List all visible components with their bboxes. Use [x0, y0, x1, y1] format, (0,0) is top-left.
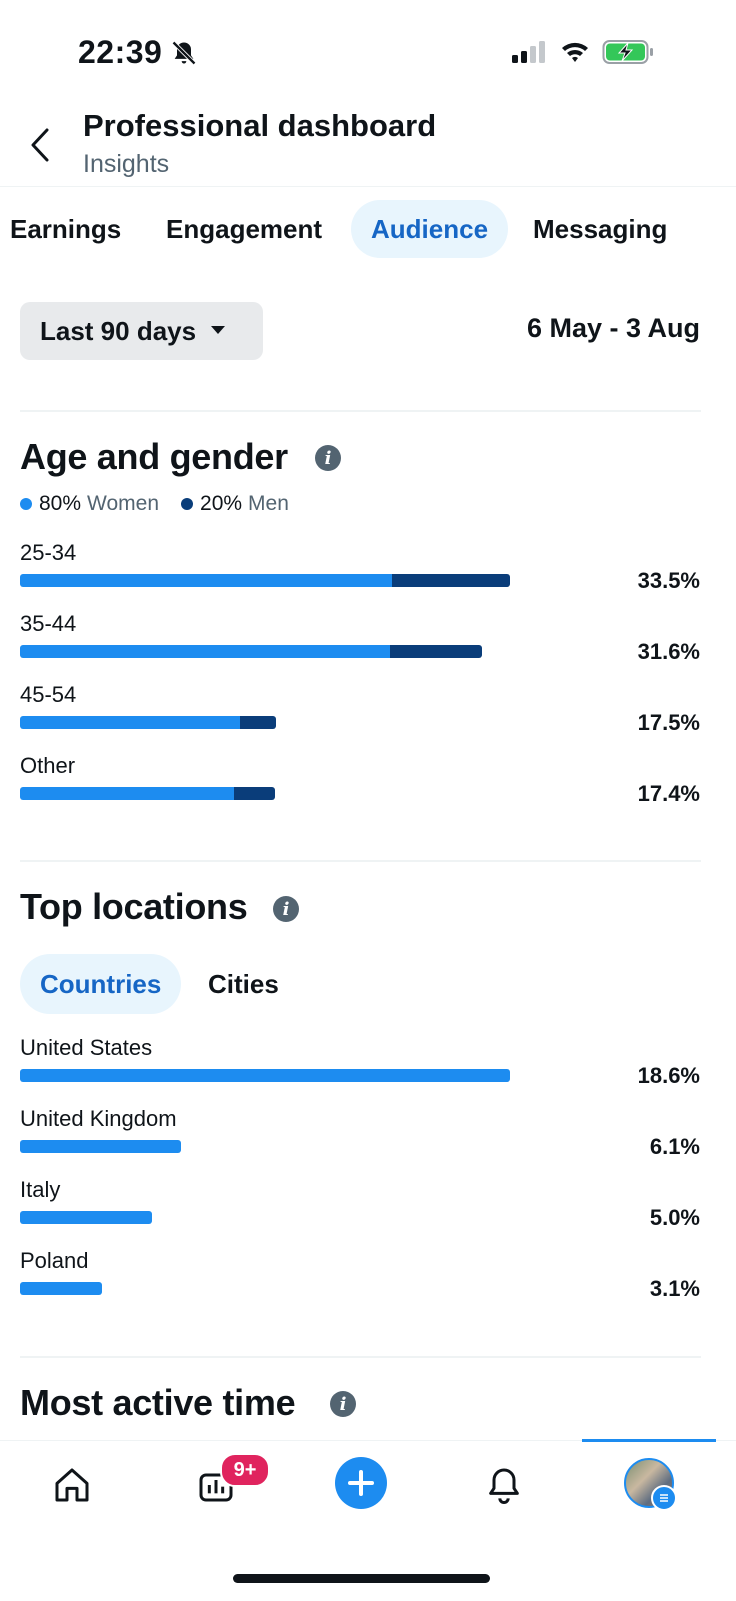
header-divider — [0, 186, 736, 187]
age-group-label: 35-44 — [20, 611, 77, 636]
section-divider — [20, 860, 701, 862]
age-group-bar — [20, 574, 510, 587]
women-legend-label: Women — [87, 492, 160, 515]
active-nav-indicator — [582, 1439, 716, 1442]
gender-legend: 80% Women 20% Men — [20, 492, 311, 516]
section-divider — [20, 1356, 701, 1358]
most-active-title: Most active time — [20, 1382, 296, 1423]
compose-button[interactable] — [335, 1457, 387, 1509]
cellular-signal-icon — [510, 40, 550, 71]
section-divider — [20, 410, 701, 412]
women-legend-dot — [20, 498, 32, 510]
back-button[interactable] — [22, 122, 58, 168]
women-bar-segment — [20, 574, 392, 587]
age-group-bar — [20, 716, 276, 729]
notification-badge: 9+ — [220, 1453, 270, 1487]
age-group-bar — [20, 645, 482, 658]
date-range-dropdown[interactable]: Last 90 days — [20, 302, 263, 360]
location-bar — [20, 1140, 181, 1153]
home-indicator — [233, 1574, 490, 1583]
wifi-icon — [560, 39, 590, 70]
tab-earnings[interactable]: Earnings — [10, 214, 122, 244]
status-time: 22:39 — [78, 34, 163, 70]
tab-countries[interactable]: Countries — [20, 954, 182, 1014]
men-bar-segment — [234, 787, 275, 800]
top-locations-title: Top locations — [20, 886, 248, 927]
tab-cities[interactable]: Cities — [208, 969, 279, 999]
age-group-label: Other — [20, 753, 76, 778]
nav-home[interactable] — [42, 1455, 102, 1515]
men-legend-label: Men — [248, 492, 289, 515]
location-label: Poland — [20, 1248, 89, 1273]
tab-audience[interactable]: Audience — [351, 200, 509, 258]
location-percent: 18.6% — [637, 1063, 700, 1088]
home-icon — [55, 1468, 89, 1502]
age-group-percent: 17.5% — [637, 710, 700, 735]
chevron-left-icon — [31, 128, 49, 162]
location-bar — [20, 1069, 510, 1082]
age-group-percent: 31.6% — [637, 639, 700, 664]
women-legend-pct: 80% — [39, 492, 82, 515]
age-group-label: 45-54 — [20, 682, 77, 707]
women-bar-segment — [20, 716, 240, 729]
age-group-bar — [20, 787, 275, 800]
age-group-label: 25-34 — [20, 540, 77, 565]
tab-messaging[interactable]: Messaging — [533, 214, 668, 244]
location-percent: 5.0% — [649, 1205, 700, 1230]
info-icon[interactable]: i — [273, 896, 299, 922]
info-icon[interactable]: i — [315, 445, 341, 471]
location-label: Italy — [20, 1177, 61, 1202]
women-bar-segment — [20, 645, 390, 658]
age-group-percent: 33.5% — [637, 568, 700, 593]
date-range-text: 6 May - 3 Aug — [526, 313, 700, 343]
age-group-percent: 17.4% — [637, 781, 700, 806]
men-bar-segment — [240, 716, 276, 729]
nav-analytics[interactable] — [186, 1455, 246, 1515]
bell-icon — [489, 1468, 519, 1504]
location-percent: 6.1% — [649, 1134, 700, 1159]
date-range-dropdown-label: Last 90 days — [40, 315, 197, 346]
menu-lines-icon — [651, 1485, 677, 1511]
location-bar — [20, 1282, 102, 1295]
caret-down-icon — [210, 322, 226, 340]
location-percent: 3.1% — [649, 1276, 700, 1301]
location-label: United States — [20, 1035, 153, 1060]
age-gender-title: Age and gender — [20, 436, 288, 477]
location-bar — [20, 1211, 152, 1224]
info-icon[interactable]: i — [330, 1391, 356, 1417]
battery-charging-icon — [602, 38, 656, 71]
analytics-icon — [199, 1473, 233, 1502]
page-title: Professional dashboard — [83, 108, 437, 143]
men-bar-segment — [390, 645, 482, 658]
location-label: United Kingdom — [20, 1106, 177, 1131]
page-subtitle: Insights — [83, 150, 170, 178]
men-legend-pct: 20% — [200, 492, 243, 515]
men-bar-segment — [392, 574, 510, 587]
nav-notifications[interactable] — [474, 1455, 534, 1515]
tab-engagement[interactable]: Engagement — [166, 214, 323, 244]
men-legend-dot — [181, 498, 194, 510]
bell-muted-icon — [170, 39, 198, 72]
women-bar-segment — [20, 787, 234, 800]
plus-icon — [348, 1470, 374, 1496]
